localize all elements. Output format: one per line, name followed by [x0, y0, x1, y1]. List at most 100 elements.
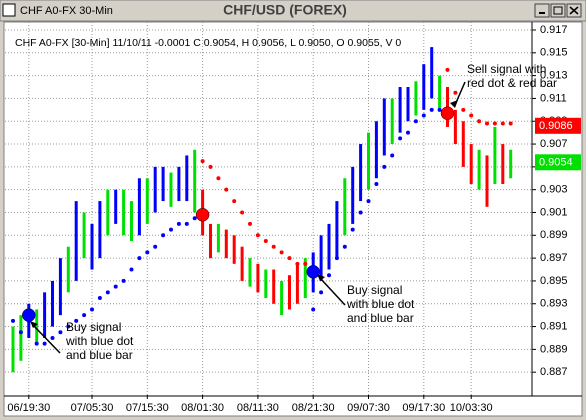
y-tick-label: 0.893 — [540, 298, 568, 310]
maximize-button[interactable] — [550, 3, 566, 18]
trail-dot — [429, 107, 434, 112]
trail-dot — [208, 164, 213, 169]
trail-dot — [255, 233, 260, 238]
arrowhead — [450, 100, 458, 108]
signal-marker — [22, 308, 36, 322]
trail-dot — [224, 187, 229, 192]
trail-dot — [137, 256, 142, 261]
trail-dot — [390, 153, 395, 158]
x-tick-label: 08/21:30 — [292, 402, 335, 414]
trail-dot — [374, 181, 379, 186]
trail-dot — [90, 307, 94, 312]
window-title: CHF A0-FX 30-Min — [20, 5, 113, 17]
annotation-line: Sell signal with — [467, 62, 546, 76]
trail-dot — [366, 199, 371, 204]
arrow — [319, 277, 346, 306]
trail-dot — [50, 335, 55, 340]
trail-dot — [216, 176, 221, 181]
trail-dot — [271, 244, 276, 249]
x-tick-label: 07/15:30 — [126, 402, 169, 414]
x-tick-label: 08/11:30 — [237, 402, 279, 414]
trail-dot — [295, 261, 300, 266]
trail-dot — [279, 250, 284, 255]
trail-dot — [192, 216, 197, 221]
signal-marker — [195, 208, 210, 222]
window-buttons[interactable] — [534, 3, 582, 18]
trail-dot — [34, 341, 39, 346]
minimize-button[interactable] — [534, 3, 550, 18]
trail-dot — [176, 221, 181, 226]
y-tick-label: 0.913 — [540, 70, 568, 82]
trail-dot — [469, 113, 474, 118]
trail-dot — [18, 330, 23, 335]
trail-dot — [342, 244, 347, 249]
y-tick-label: 0.899 — [540, 229, 568, 241]
price-tag — [535, 117, 581, 134]
trail-dot — [508, 121, 513, 126]
annotation-line: and blue bar — [66, 348, 133, 362]
y-tick-label: 0.887 — [540, 366, 568, 378]
trail-dot — [263, 239, 268, 244]
trail-dot — [169, 227, 173, 232]
chart-title: CHF/USD (FOREX) — [223, 2, 347, 18]
price-tag — [535, 154, 581, 171]
trail-dot — [350, 227, 355, 232]
trail-dot — [413, 119, 418, 124]
y-tick-label: 0.907 — [540, 138, 568, 150]
trail-dot — [327, 273, 331, 278]
trail-dot — [66, 324, 71, 329]
annotation-line: Buy signal — [347, 283, 402, 297]
trail-dot — [153, 244, 158, 249]
trail-dot — [58, 330, 63, 335]
annotation-line: with blue dot — [65, 334, 134, 348]
maximize-glyph — [553, 6, 563, 15]
y-tick-label: 0.903 — [540, 184, 568, 196]
trail-dot — [406, 130, 410, 135]
x-tick-label: 09/17:30 — [402, 402, 445, 414]
trail-dot — [113, 284, 118, 289]
trail-dot — [398, 136, 403, 141]
arrowhead — [317, 274, 325, 281]
y-tick-label: 0.895 — [540, 275, 568, 287]
trail-dot — [240, 210, 245, 215]
signal-marker — [306, 265, 320, 279]
trail-dot — [334, 256, 339, 261]
close-glyph — [569, 6, 579, 15]
x-tick-label: 10/03:30 — [450, 402, 493, 414]
trail-dot — [232, 199, 237, 204]
signal-marker — [440, 106, 455, 121]
annotation-line: red dot & red bar — [467, 76, 557, 90]
trail-dot — [303, 261, 308, 266]
annotation-line: and blue bar — [347, 311, 414, 325]
y-tick-label: 0.897 — [540, 252, 568, 264]
price-tag-label: 0.9086 — [539, 120, 573, 132]
annotation-line: Buy signal — [66, 320, 121, 334]
trail-dot — [358, 210, 363, 215]
annotation-line: with blue dot — [346, 297, 415, 311]
x-tick-label: 09/07:30 — [347, 402, 390, 414]
trail-dot — [121, 278, 126, 283]
trail-dot — [129, 267, 134, 272]
trail-dot — [461, 107, 466, 112]
y-tick-label: 0.917 — [540, 24, 568, 36]
trail-dot — [184, 221, 189, 226]
trail-dot — [74, 318, 79, 323]
title-bar — [0, 0, 586, 22]
x-tick-label: 08/01:30 — [181, 402, 224, 414]
y-tick-label: 0.915 — [540, 47, 568, 59]
x-tick-label: 06/19:30 — [7, 402, 50, 414]
trail-dot — [42, 341, 47, 346]
trail-dot — [105, 290, 110, 295]
trail-dot — [500, 121, 505, 126]
trail-dot — [382, 164, 387, 169]
trail-dot — [82, 313, 87, 318]
plot: 0.887 0.889 0.891 0.893 0.895 0.897 0.899 0.901… — [5, 22, 581, 414]
trail-dot — [311, 307, 316, 312]
y-tick-label: 0.891 — [540, 320, 568, 332]
trail-dot — [421, 113, 426, 118]
trail-dot — [161, 233, 166, 238]
trail-dot — [287, 256, 292, 261]
trail-dot — [477, 119, 482, 124]
